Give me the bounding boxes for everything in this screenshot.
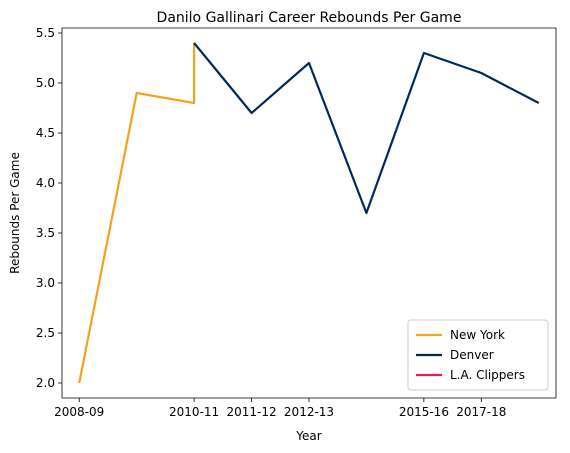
legend-label: New York <box>450 328 505 342</box>
chart-title: Danilo Gallinari Career Rebounds Per Gam… <box>157 10 462 26</box>
y-tick-label: 4.0 <box>36 176 55 190</box>
y-tick-label: 3.0 <box>36 276 55 290</box>
y-axis-label: Rebounds Per Game <box>8 152 22 274</box>
series-layer <box>78 42 540 384</box>
series-line-0 <box>78 43 196 384</box>
y-tick-label: 2.5 <box>36 326 55 340</box>
x-tick-label: 2011-12 <box>226 405 276 419</box>
x-tick-label: 2012-13 <box>284 405 334 419</box>
x-tick-label: 2017-18 <box>456 405 506 419</box>
x-tick-label: 2010-11 <box>169 405 219 419</box>
x-tick-label: 2008-09 <box>54 405 104 419</box>
legend-frame <box>407 319 549 391</box>
legend-label: Denver <box>450 348 494 362</box>
y-tick-label: 4.5 <box>36 126 55 140</box>
x-axis-label: Year <box>295 429 321 443</box>
y-axis-ticks: 2.0 2.5 3.0 3.5 4.0 4.5 5.0 5.5 <box>36 26 62 390</box>
x-tick-label: 2015-16 <box>399 405 449 419</box>
y-tick-label: 5.5 <box>36 26 55 40</box>
y-tick-label: 5.0 <box>36 76 55 90</box>
legend: New York Denver L.A. Clippers <box>407 319 549 391</box>
series-line-1 <box>193 42 540 215</box>
y-tick-label: 2.0 <box>36 376 55 390</box>
y-tick-label: 3.5 <box>36 226 55 240</box>
x-axis-ticks: 2008-09 2010-11 2011-12 2012-13 2015-16 2017-… <box>54 398 506 419</box>
legend-label: L.A. Clippers <box>450 368 525 382</box>
